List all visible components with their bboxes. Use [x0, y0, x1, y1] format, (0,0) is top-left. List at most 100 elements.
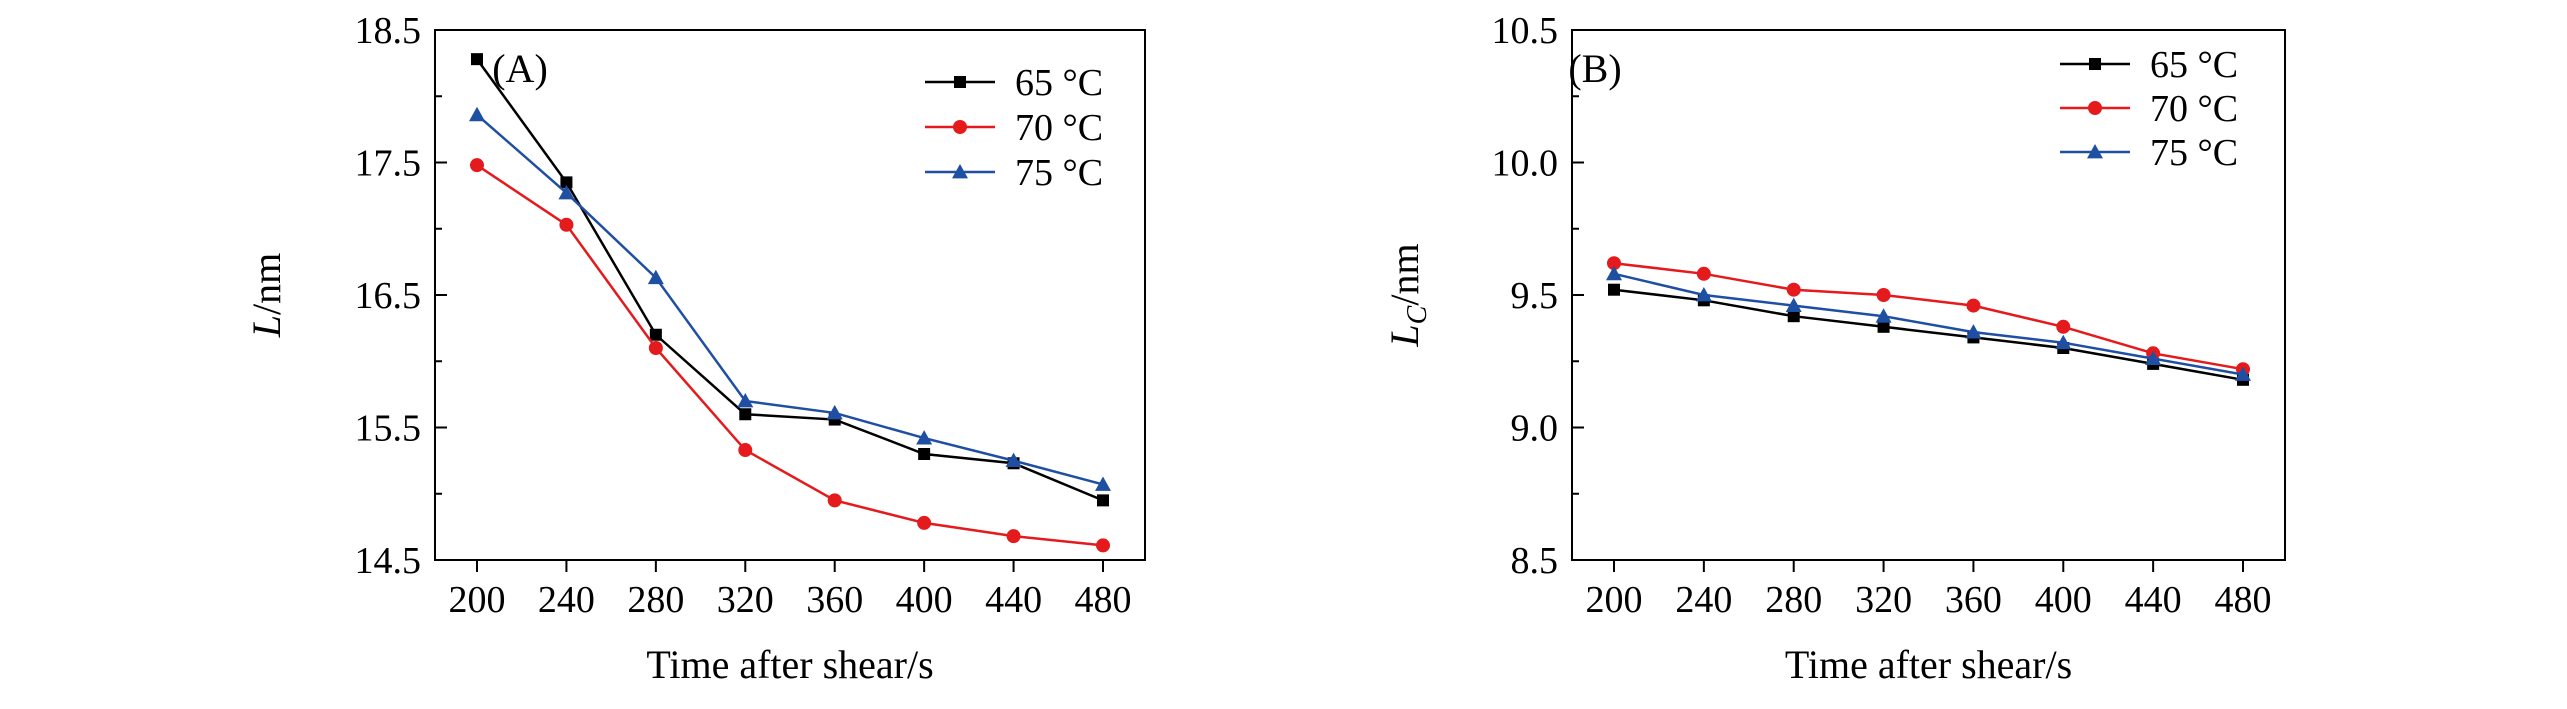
legend-label: 70 °C: [1015, 107, 1103, 149]
data-point: [826, 404, 843, 420]
data-point: [1095, 476, 1111, 491]
y-tick-label: 17.5: [355, 143, 422, 185]
x-tick-label: 440: [985, 579, 1042, 621]
y-axis-title-unit: /nm: [1382, 243, 1427, 305]
y-axis-title: L/nm: [244, 253, 289, 338]
y-tick-label: 16.5: [355, 275, 422, 317]
y-tick-label: 18.5: [355, 10, 422, 52]
legend-marker: [2089, 58, 2101, 70]
data-point: [470, 158, 484, 173]
data-point: [737, 393, 754, 408]
y-tick-label: 9.5: [1511, 275, 1559, 317]
data-point: [558, 184, 575, 200]
y-tick-label: 15.5: [355, 408, 422, 450]
data-point: [1876, 288, 1891, 302]
legend-label: 75 °C: [1015, 152, 1103, 194]
x-tick-label: 280: [627, 579, 684, 621]
y-tick-label: 10.0: [1492, 143, 1559, 185]
x-tick-label: 320: [1855, 579, 1912, 621]
legend-marker: [952, 164, 968, 179]
data-point: [469, 106, 485, 122]
data-point: [1608, 283, 1620, 296]
legend-label: 65 °C: [2150, 44, 2238, 86]
y-axis-title: LC/nm: [1382, 243, 1433, 347]
data-point: [739, 408, 752, 421]
data-point: [471, 53, 483, 66]
data-point: [560, 176, 573, 189]
data-point: [1097, 494, 1109, 507]
x-tick-label: 360: [806, 579, 863, 621]
data-point: [1607, 256, 1621, 271]
data-point: [2145, 350, 2162, 365]
x-tick-label: 400: [2035, 579, 2092, 621]
y-tick-label: 14.5: [355, 540, 422, 582]
y-tick-label: 9.0: [1511, 408, 1559, 450]
data-point: [1096, 538, 1110, 553]
data-point: [916, 430, 933, 445]
data-point: [738, 443, 753, 458]
x-tick-label: 200: [1586, 579, 1643, 621]
legend-label: 75 °C: [2150, 132, 2238, 174]
data-point: [1965, 324, 1982, 339]
y-axis-title-symbol: L: [1382, 324, 1427, 347]
chart-panel-1: 14.5 15.5 16.5 17.5 18.5 200 240 280 320 360 400 44…: [244, 10, 1146, 687]
data-point: [1696, 266, 1711, 281]
series-line: [1613, 272, 2244, 376]
y-tick-label: 10.5: [1492, 10, 1559, 52]
data-point: [2056, 319, 2071, 334]
x-tick-label: 280: [1765, 579, 1822, 621]
y-axis-title-unit: /nm: [244, 253, 289, 315]
series-line: [475, 58, 1104, 502]
series-3: [1606, 265, 2251, 381]
data-point: [918, 448, 931, 460]
y-tick-label: 8.5: [1511, 540, 1559, 582]
x-tick-label: 320: [717, 579, 774, 621]
data-point: [1695, 287, 1712, 302]
data-point: [648, 341, 663, 355]
data-point: [1966, 298, 1981, 313]
series-1: [471, 53, 1109, 507]
data-point: [649, 328, 662, 341]
series-3: [469, 106, 1111, 491]
data-point: [1606, 265, 1622, 281]
data-point: [1785, 297, 1802, 312]
series-line: [476, 113, 1104, 486]
chart-panel-2: 8.5 9.0 9.5 10.0 10.5 200 240 280 320 360 400 440 48…: [1382, 10, 2286, 687]
data-point: [1786, 282, 1801, 297]
legend-label: 70 °C: [2150, 88, 2238, 130]
data-point: [917, 515, 932, 530]
panel-label: (A): [492, 46, 548, 91]
data-point: [1787, 310, 1800, 323]
legend-marker: [953, 120, 967, 134]
data-point: [1875, 308, 1892, 323]
x-axis-title: Time after shear/s: [1785, 642, 2072, 687]
data-point: [2055, 334, 2072, 350]
data-point: [2235, 366, 2251, 381]
legend-marker: [954, 76, 966, 88]
y-axis-title-symbol: L: [244, 315, 289, 338]
legend: 65 °C70 °C75 °C: [925, 62, 1103, 194]
data-point: [647, 269, 664, 285]
x-tick-label: 480: [1075, 579, 1132, 621]
legend-marker: [2088, 101, 2102, 115]
data-point: [1005, 452, 1022, 468]
x-tick-label: 240: [538, 579, 595, 621]
data-point: [827, 493, 842, 508]
data-point: [1877, 320, 1890, 333]
x-tick-label: 400: [896, 579, 953, 621]
legend: 65 °C70 °C75 °C: [2060, 44, 2238, 174]
x-tick-label: 200: [449, 579, 506, 621]
x-tick-label: 440: [2125, 579, 2182, 621]
data-point: [559, 217, 574, 232]
series-2: [470, 158, 1110, 553]
x-tick-label: 240: [1675, 579, 1732, 621]
x-axis-title: Time after shear/s: [646, 642, 933, 687]
series-line: [1613, 261, 2244, 371]
series-line: [1613, 288, 2244, 382]
legend-label: 65 °C: [1015, 62, 1103, 104]
data-point: [1006, 529, 1021, 544]
legend-marker: [2087, 144, 2103, 159]
panel-label: (B): [1568, 46, 1621, 91]
series-line: [476, 164, 1104, 547]
